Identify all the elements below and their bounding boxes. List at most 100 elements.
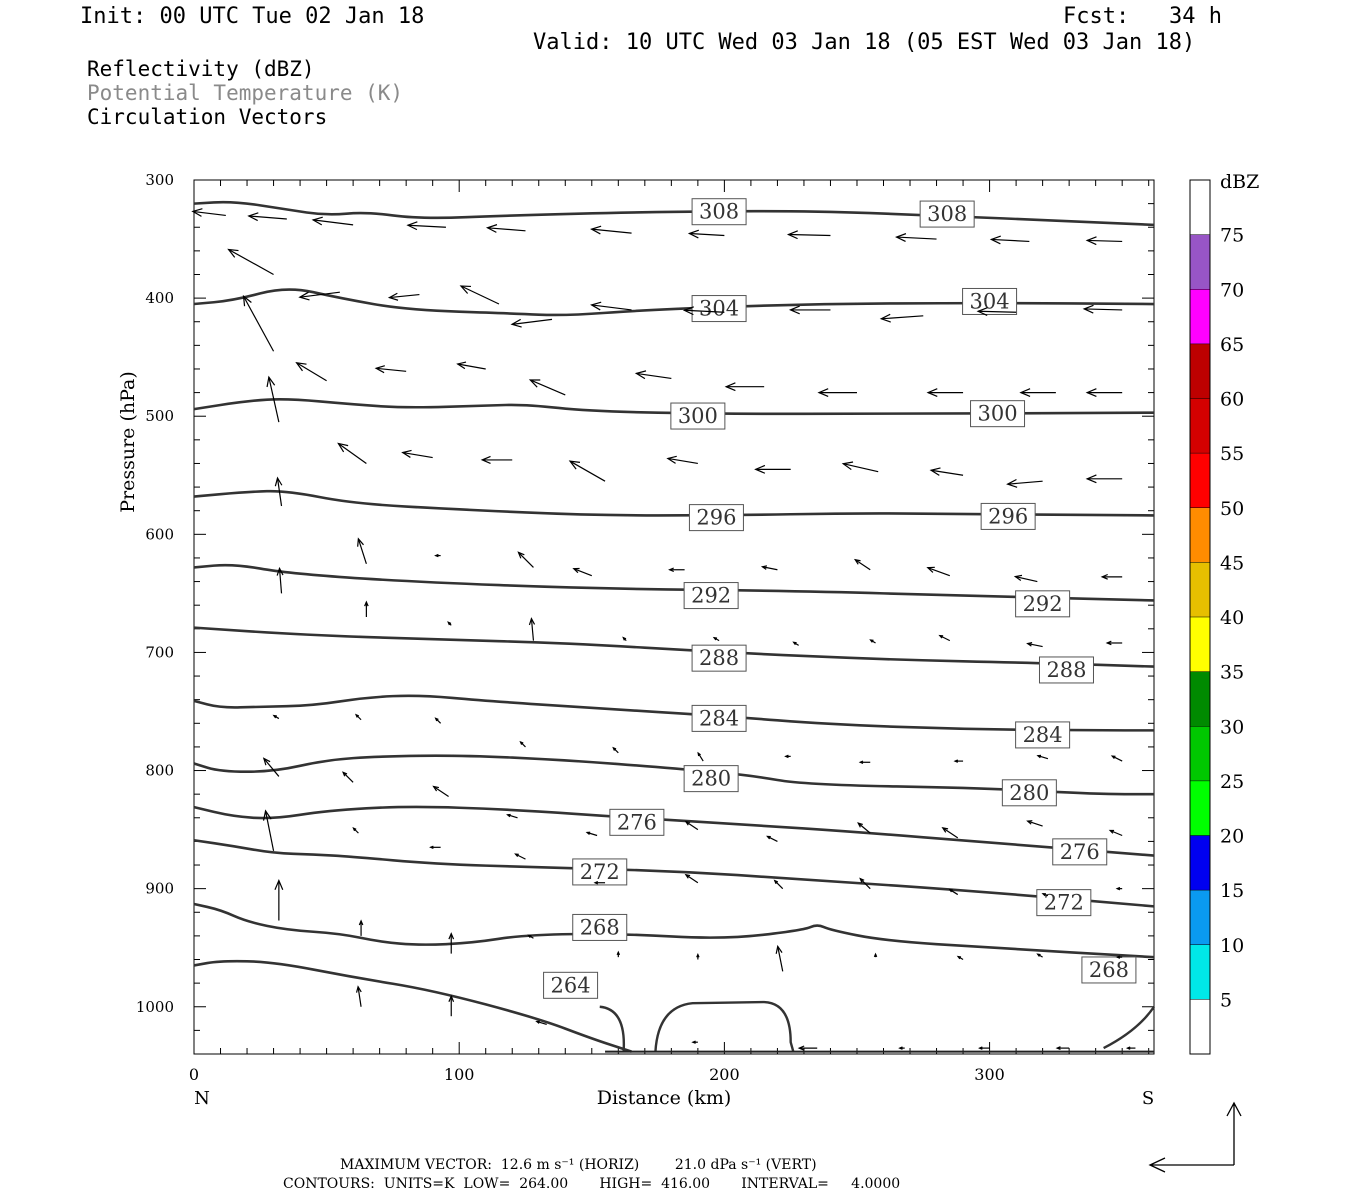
vector-head <box>406 221 418 231</box>
colorbar-segment <box>1190 835 1210 891</box>
vector-head <box>1110 755 1116 760</box>
vector-head <box>712 636 718 641</box>
vector-head <box>859 877 865 883</box>
forecast-hour: Fcst: 34 h <box>1063 4 1222 29</box>
theta-contour-308 <box>193 200 1155 227</box>
theta-contour-304 <box>193 288 1155 317</box>
vector-shaft <box>407 224 446 228</box>
contour-label-280: 280 <box>1009 781 1049 805</box>
vector-head <box>266 375 276 388</box>
contour-label-box <box>1015 590 1071 618</box>
vector-shaft <box>942 827 959 839</box>
vector-shaft <box>949 889 959 896</box>
colorbar-segment <box>1190 343 1210 399</box>
contour-label-300: 300 <box>678 404 718 428</box>
vector-shaft <box>689 232 725 237</box>
vector-head <box>262 809 272 821</box>
vector-head <box>622 636 627 641</box>
vector-head <box>754 464 766 474</box>
vector-head <box>956 955 962 960</box>
circulation-vectors <box>191 208 1136 1051</box>
contour-label-304: 304 <box>699 297 739 321</box>
vector-head <box>1013 574 1023 582</box>
valid-time: Valid: 10 UTC Wed 03 Jan 18 (05 EST Wed … <box>533 30 1196 55</box>
contour-label-264: 264 <box>551 973 591 997</box>
contour-label-272: 272 <box>1044 891 1084 915</box>
legend-vectors: Circulation Vectors <box>87 105 328 129</box>
vector-head <box>357 537 364 547</box>
colorbar-segment <box>1190 617 1210 672</box>
contour-label-box <box>1038 656 1094 684</box>
vector-head <box>1036 754 1042 759</box>
contour-label-box <box>683 765 739 793</box>
vector-head <box>429 845 434 850</box>
y-tick-label: 800 <box>145 762 174 780</box>
vector-head <box>401 449 412 458</box>
vector-head <box>691 1040 696 1044</box>
y-tick-label: 900 <box>145 880 174 898</box>
contour-label-308: 308 <box>699 200 739 224</box>
vector-head <box>585 831 591 835</box>
vector-head <box>929 467 941 476</box>
vector-head <box>841 461 854 471</box>
vector-shaft <box>487 227 526 232</box>
contour-label-284: 284 <box>699 706 739 730</box>
vector-head <box>953 759 959 763</box>
vector-shaft <box>843 463 879 473</box>
vector-head <box>1036 953 1041 957</box>
vector-head <box>448 932 455 940</box>
theta-contour-276 <box>193 805 1155 857</box>
vector-head <box>873 952 878 958</box>
colorbar-segment <box>1190 234 1210 290</box>
contour-label-box <box>962 287 1018 315</box>
contour-label-box <box>688 504 744 532</box>
vector-shaft <box>278 568 283 594</box>
contour-label-box <box>980 502 1036 530</box>
vector-shaft <box>636 372 672 380</box>
vector-head <box>247 212 259 222</box>
vector-head <box>432 785 440 792</box>
vector-head <box>276 566 284 576</box>
vector-head <box>696 952 700 958</box>
vector-shaft <box>248 215 287 220</box>
vector-head <box>517 551 525 559</box>
colorbar-label: 60 <box>1220 389 1244 411</box>
vector-head <box>506 813 511 818</box>
vector-head <box>510 318 522 328</box>
vector-shaft <box>402 451 433 459</box>
vector-shaft <box>460 285 500 305</box>
vector-head <box>572 567 580 574</box>
vector-head <box>898 1046 903 1050</box>
vector-head <box>1100 573 1108 580</box>
vector-shaft <box>536 1020 547 1026</box>
vector-head <box>262 757 271 766</box>
vector-head <box>1006 478 1018 488</box>
vector-head <box>792 641 797 646</box>
vector-head <box>434 553 439 558</box>
vector-head <box>311 216 323 226</box>
theta-contour-264-hook <box>599 1005 626 1052</box>
vector-shaft <box>1111 755 1123 762</box>
vector-head <box>786 230 798 240</box>
vector-head <box>355 985 362 993</box>
colorbar-segment <box>1190 671 1210 727</box>
vector-shaft <box>978 310 1017 313</box>
vector-shaft <box>927 567 951 577</box>
colorbar-label: 10 <box>1220 935 1244 957</box>
legend-reflectivity: Reflectivity (dBZ) <box>87 57 315 81</box>
vector-shaft <box>667 457 698 465</box>
theta-contour-264-corner <box>1103 1006 1155 1050</box>
vector-shaft <box>1084 308 1123 311</box>
vector-head <box>274 476 283 487</box>
colorbar-label: 5 <box>1220 989 1232 1011</box>
vector-head <box>682 306 694 316</box>
contour-label-box <box>691 198 747 226</box>
vector-shaft <box>518 551 534 568</box>
x-axis-label: Distance (km) <box>597 1087 732 1109</box>
vector-head <box>519 740 524 745</box>
colorbar-label: 45 <box>1220 552 1244 574</box>
contour-info: CONTOURS: UNITS=K LOW= 264.00 HIGH= 416.… <box>283 1176 901 1192</box>
contour-label-box <box>1081 956 1137 984</box>
vector-head <box>817 388 829 398</box>
colorbar-label: 55 <box>1220 443 1244 465</box>
